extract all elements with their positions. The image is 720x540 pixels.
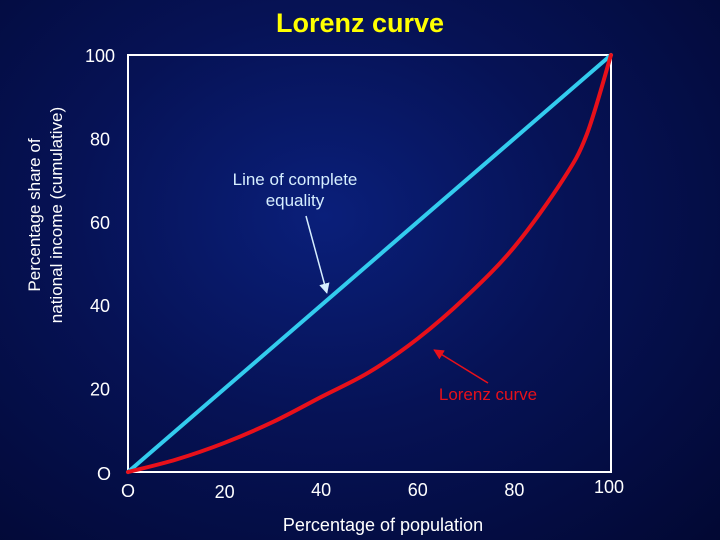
y-tick-label: 100 [85,46,115,66]
lorenz-annotation-label: Lorenz curve [439,385,537,404]
x-tick-label: 100 [594,477,624,497]
x-axis-label: Percentage of population [282,515,484,535]
equality-annotation-arrow [305,215,330,294]
y-tick-label: 20 [90,380,110,400]
y-tick-label: 40 [90,296,110,316]
equality-annotation-label: Line of complete equality [233,170,358,210]
x-tick-label: 60 [408,480,428,500]
lorenz-curve-line [126,53,613,474]
lorenz-annotation-arrow [433,349,489,384]
chart-title: Lorenz curve [275,8,445,38]
x-tick-label: 40 [311,480,331,500]
equality-annotation-line: Line of complete [233,170,358,189]
x-tick-label: 20 [215,482,235,502]
plot-frame [127,54,612,473]
origin-label: O [97,464,111,484]
y-tick-label: 80 [90,129,110,149]
y-tick-label: 60 [90,213,110,233]
equality-line [126,53,613,474]
equality-annotation-line: equality [266,191,325,210]
x-tick-label: O [121,481,135,501]
x-tick-label: 80 [504,480,524,500]
